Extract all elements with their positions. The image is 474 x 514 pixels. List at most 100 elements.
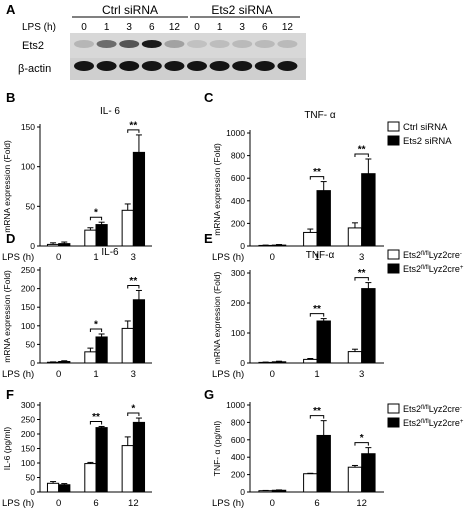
significance-label: ** bbox=[313, 304, 321, 315]
ets2-band bbox=[187, 40, 207, 48]
y-axis-label: mRNA expression (Fold) bbox=[2, 140, 12, 233]
blot-lane-label: 1 bbox=[217, 22, 223, 33]
bar bbox=[361, 173, 376, 247]
significance-bracket bbox=[309, 313, 325, 317]
y-tick-label: 0 bbox=[240, 487, 245, 497]
chart-c: C TNF- α 0 200 400 600 800 1000 mRNA expression … bbox=[204, 90, 384, 263]
legend-label-ctrl: Ctrl siRNA bbox=[403, 122, 448, 133]
significance-bracket bbox=[89, 420, 103, 425]
actin-band bbox=[164, 61, 185, 71]
x-tick-label: 3 bbox=[131, 252, 136, 263]
y-tick-label: 50 bbox=[26, 201, 36, 211]
y-tick-label: 400 bbox=[231, 196, 245, 206]
y-tick-label: 0 bbox=[240, 358, 245, 368]
bar bbox=[84, 463, 97, 493]
x-tick-label: 12 bbox=[128, 498, 139, 509]
significance-label: ** bbox=[358, 144, 366, 155]
bar bbox=[271, 361, 287, 364]
significance-bracket bbox=[309, 415, 325, 419]
bar bbox=[361, 453, 376, 493]
x-tick-label: 6 bbox=[314, 498, 319, 509]
blot-lane-label: 0 bbox=[194, 22, 200, 33]
y-tick-label: 0 bbox=[240, 241, 245, 251]
actin-band bbox=[209, 61, 230, 71]
chart-b: B IL- 6 0 50 100 150 mRNA expression (Fold) LPS… bbox=[2, 90, 152, 263]
bar bbox=[132, 299, 146, 364]
actin-band bbox=[254, 61, 275, 71]
panel-letter: G bbox=[204, 387, 214, 402]
bar bbox=[121, 327, 134, 364]
x-tick-label: 0 bbox=[56, 369, 61, 380]
blot-group-label-ctrl: Ctrl siRNA bbox=[102, 3, 158, 17]
bar bbox=[58, 361, 71, 364]
x-tick-label: 1 bbox=[314, 369, 319, 380]
significance-label: * bbox=[360, 433, 364, 444]
panel-letter: E bbox=[204, 231, 213, 246]
y-axis-label: TNF- α (pg/ml) bbox=[212, 421, 222, 477]
blot-lane-label: 3 bbox=[126, 22, 132, 33]
actin-band bbox=[74, 61, 94, 71]
x-axis-label: LPS (h) bbox=[212, 498, 244, 509]
bar bbox=[95, 224, 108, 247]
x-tick-label: 0 bbox=[270, 252, 275, 263]
y-tick-label: 200 bbox=[21, 284, 35, 294]
bar bbox=[132, 421, 146, 493]
x-axis-label: LPS (h) bbox=[212, 252, 244, 263]
panel-letter: B bbox=[6, 90, 15, 105]
bar bbox=[58, 484, 71, 493]
bar bbox=[347, 466, 363, 493]
legend-label: Ets2fl/flLyz2cre+ bbox=[403, 264, 464, 274]
bar bbox=[316, 190, 331, 247]
bar bbox=[347, 227, 363, 247]
x-axis-label: LPS (h) bbox=[2, 252, 34, 263]
y-tick-label: 200 bbox=[231, 470, 245, 480]
blot-lps-label: LPS (h) bbox=[22, 22, 56, 33]
chart-title: TNF-α bbox=[306, 250, 335, 261]
legend-de: Ets2fl/flLyz2cre- Ets2fl/flLyz2cre+ bbox=[387, 249, 464, 274]
bar bbox=[84, 351, 97, 364]
bar bbox=[132, 151, 146, 247]
blot-row-label-actin: β-actin bbox=[18, 63, 51, 75]
blot-lane-label: 12 bbox=[169, 22, 181, 33]
y-tick-label: 800 bbox=[231, 151, 245, 161]
y-axis-label: mRNA expression (Fold) bbox=[2, 270, 12, 363]
y-tick-label: 1000 bbox=[226, 128, 245, 138]
blot-lane-labels: 0 1 3 6 12 0 1 3 6 12 bbox=[81, 22, 293, 33]
ets2-band bbox=[96, 40, 117, 48]
legend-swatch bbox=[387, 403, 400, 414]
ets2-band bbox=[164, 40, 185, 48]
bar bbox=[316, 320, 331, 364]
significance-bracket bbox=[354, 277, 369, 281]
ets2-band bbox=[119, 40, 140, 48]
y-tick-label: 0 bbox=[30, 241, 35, 251]
significance-label: ** bbox=[129, 120, 137, 131]
actin-band bbox=[232, 61, 253, 71]
ets2-band bbox=[141, 40, 162, 48]
significance-label: ** bbox=[129, 276, 137, 287]
x-axis-label: LPS (h) bbox=[2, 369, 34, 380]
actin-band bbox=[187, 61, 207, 71]
significance-label: ** bbox=[358, 268, 366, 279]
panel-letter: C bbox=[204, 90, 214, 105]
bar bbox=[303, 358, 318, 364]
significance-bracket bbox=[89, 328, 103, 332]
y-tick-label: 50 bbox=[26, 339, 36, 349]
blot-bands bbox=[74, 40, 298, 71]
y-tick-label: 100 bbox=[21, 458, 35, 468]
blot-group-label-ets2: Ets2 siRNA bbox=[211, 3, 272, 17]
chart-title: TNF- α bbox=[304, 110, 336, 121]
bar bbox=[121, 445, 134, 493]
y-tick-label: 250 bbox=[21, 415, 35, 425]
legend-swatch-ets2-sirna bbox=[387, 135, 400, 146]
x-tick-label: 3 bbox=[131, 369, 136, 380]
y-tick-label: 200 bbox=[21, 429, 35, 439]
blot-lane-label: 3 bbox=[239, 22, 245, 33]
significance-bracket bbox=[127, 412, 140, 417]
blot-lane-label: 0 bbox=[81, 22, 87, 33]
y-axis-label: IL-6 (pg/ml) bbox=[2, 427, 12, 471]
y-tick-label: 150 bbox=[21, 444, 35, 454]
blot-lane-label: 1 bbox=[104, 22, 110, 33]
